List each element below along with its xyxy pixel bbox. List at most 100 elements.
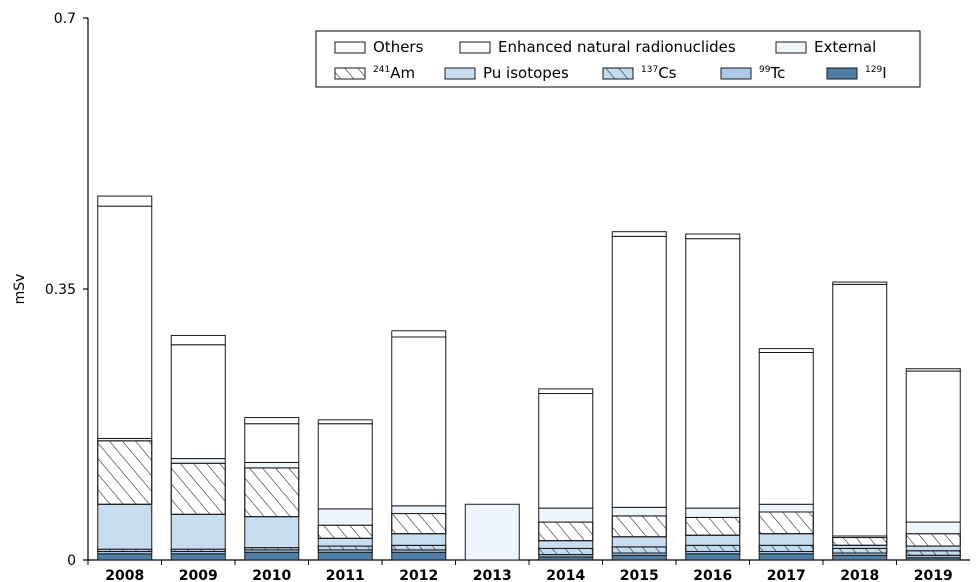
bar-external-2011 xyxy=(317,508,373,526)
bar-external-2014 xyxy=(538,507,594,523)
bar-i129-2018 xyxy=(832,554,888,561)
y-tick-label: 0.35 xyxy=(45,282,76,298)
legend-label-i129: 129I xyxy=(865,64,887,82)
bar-hatch-am241-2012 xyxy=(391,513,447,535)
legend-label-main: Tc xyxy=(769,64,785,82)
bar-hatch-am241-2016 xyxy=(685,516,741,536)
bar-hatch-am241-2015 xyxy=(611,515,667,538)
bar-pu-2016 xyxy=(685,534,741,546)
x-tick-label-2010: 2010 xyxy=(252,568,291,582)
bar-hatch-am241-2008 xyxy=(97,440,153,505)
bar-others-2014 xyxy=(538,388,594,395)
x-tick-label-2009: 2009 xyxy=(179,568,218,582)
bar-enhanced-2018 xyxy=(832,283,888,537)
y-tick-label: 0.7 xyxy=(54,11,76,27)
x-tick-label-2008: 2008 xyxy=(105,568,144,582)
x-tick-label-2018: 2018 xyxy=(840,568,879,582)
x-tick-label-2013: 2013 xyxy=(473,568,512,582)
x-tick-label-2017: 2017 xyxy=(767,568,806,582)
bar-hatch-cs137-2016 xyxy=(685,544,741,552)
bars xyxy=(97,195,961,561)
y-ticks: 0 0.35 0.7 xyxy=(45,11,88,569)
legend-label-external: External xyxy=(814,38,876,56)
legend-swatch-pu xyxy=(444,67,476,80)
bar-external-2010 xyxy=(244,461,300,469)
bar-i129-2012 xyxy=(391,551,447,561)
bar-external-2019 xyxy=(905,521,961,535)
x-tick-label-2016: 2016 xyxy=(693,568,732,582)
bar-hatch-am241-2019 xyxy=(905,533,961,547)
bar-enhanced-2012 xyxy=(391,336,447,507)
bar-i129-2011 xyxy=(317,551,373,561)
bar-others-2017 xyxy=(758,348,814,353)
bar-external-2012 xyxy=(391,505,447,515)
bar-pu-2015 xyxy=(611,536,667,548)
bar-enhanced-2016 xyxy=(685,238,741,509)
bar-hatch-am241-2011 xyxy=(317,524,373,539)
legend-label-superscript: 137 xyxy=(641,65,658,75)
legend-swatch-hatch-cs137 xyxy=(602,67,634,80)
bar-hatch-cs137-2018 xyxy=(832,547,888,554)
bar-pu-2017 xyxy=(758,533,814,546)
bar-pu-2019 xyxy=(905,545,961,552)
bar-enhanced-2008 xyxy=(97,205,153,439)
bar-i129-2017 xyxy=(758,553,814,561)
legend-label-cs137: 137Cs xyxy=(641,64,677,82)
bar-i129-2009 xyxy=(170,553,226,561)
legend-label-main: I xyxy=(882,64,886,82)
bar-pu-2010 xyxy=(244,516,300,549)
legend-label-tc99: 99Tc xyxy=(759,64,785,82)
legend: Others Enhanced natural radionuclides Exte… xyxy=(315,30,921,88)
bar-enhanced-2017 xyxy=(758,351,814,505)
bar-i129-2010 xyxy=(244,551,300,561)
bar-enhanced-2011 xyxy=(317,423,373,510)
legend-label-superscript: 99 xyxy=(759,65,771,75)
bar-others-2019 xyxy=(905,368,961,372)
bar-hatch-am241-2017 xyxy=(758,511,814,535)
bar-others-2012 xyxy=(391,330,447,338)
bar-hatch-cs137-2019 xyxy=(905,550,961,556)
legend-label-main: Am xyxy=(390,64,415,82)
axes: mSv xyxy=(12,18,970,561)
x-tick-label-2019: 2019 xyxy=(914,568,953,582)
bar-external-2017 xyxy=(758,503,814,513)
bar-hatch-am241-2014 xyxy=(538,521,594,542)
bar-i129-2016 xyxy=(685,553,741,561)
bar-others-2016 xyxy=(685,233,741,240)
bar-hatch-cs137-2011 xyxy=(317,545,373,551)
legend-swatch-enhanced xyxy=(459,41,491,54)
bar-external-2013 xyxy=(464,503,520,561)
x-tick-label-2015: 2015 xyxy=(620,568,659,582)
bar-pu-2014 xyxy=(538,540,594,549)
legend-label-main: Cs xyxy=(658,64,676,82)
bar-enhanced-2009 xyxy=(170,344,226,460)
bar-others-2009 xyxy=(170,334,226,346)
bar-hatch-cs137-2012 xyxy=(391,544,447,551)
legend-swatch-hatch-am241 xyxy=(334,67,366,80)
x-tick-label-2014: 2014 xyxy=(546,568,585,582)
bar-external-2016 xyxy=(685,507,741,518)
bar-others-2015 xyxy=(611,231,667,237)
bar-i129-2015 xyxy=(611,554,667,561)
y-tick-label: 0 xyxy=(67,553,76,569)
bar-others-2010 xyxy=(244,417,300,425)
x-tick-label-2012: 2012 xyxy=(399,568,438,582)
bar-external-2009 xyxy=(170,458,226,464)
bar-hatch-cs137-2014 xyxy=(538,547,594,556)
bar-external-2015 xyxy=(611,506,667,517)
bar-hatch-cs137-2017 xyxy=(758,544,814,552)
x-ticks: 2008 2009 2010 2011 2012 2013 2014 2015 2016 2017… xyxy=(87,560,953,582)
bar-i129-2008 xyxy=(97,553,153,561)
bar-others-2011 xyxy=(317,419,373,425)
bar-hatch-am241-2009 xyxy=(170,462,226,515)
legend-swatch-others xyxy=(334,41,366,54)
bar-enhanced-2014 xyxy=(538,393,594,509)
legend-swatch-tc99 xyxy=(720,67,752,80)
legend-swatch-external xyxy=(775,41,807,54)
legend-swatch-i129 xyxy=(826,67,858,80)
bar-enhanced-2010 xyxy=(244,423,300,463)
bar-others-2018 xyxy=(832,281,888,285)
bar-pu-2011 xyxy=(317,537,373,547)
legend-label-enhanced: Enhanced natural radionuclides xyxy=(498,38,736,56)
